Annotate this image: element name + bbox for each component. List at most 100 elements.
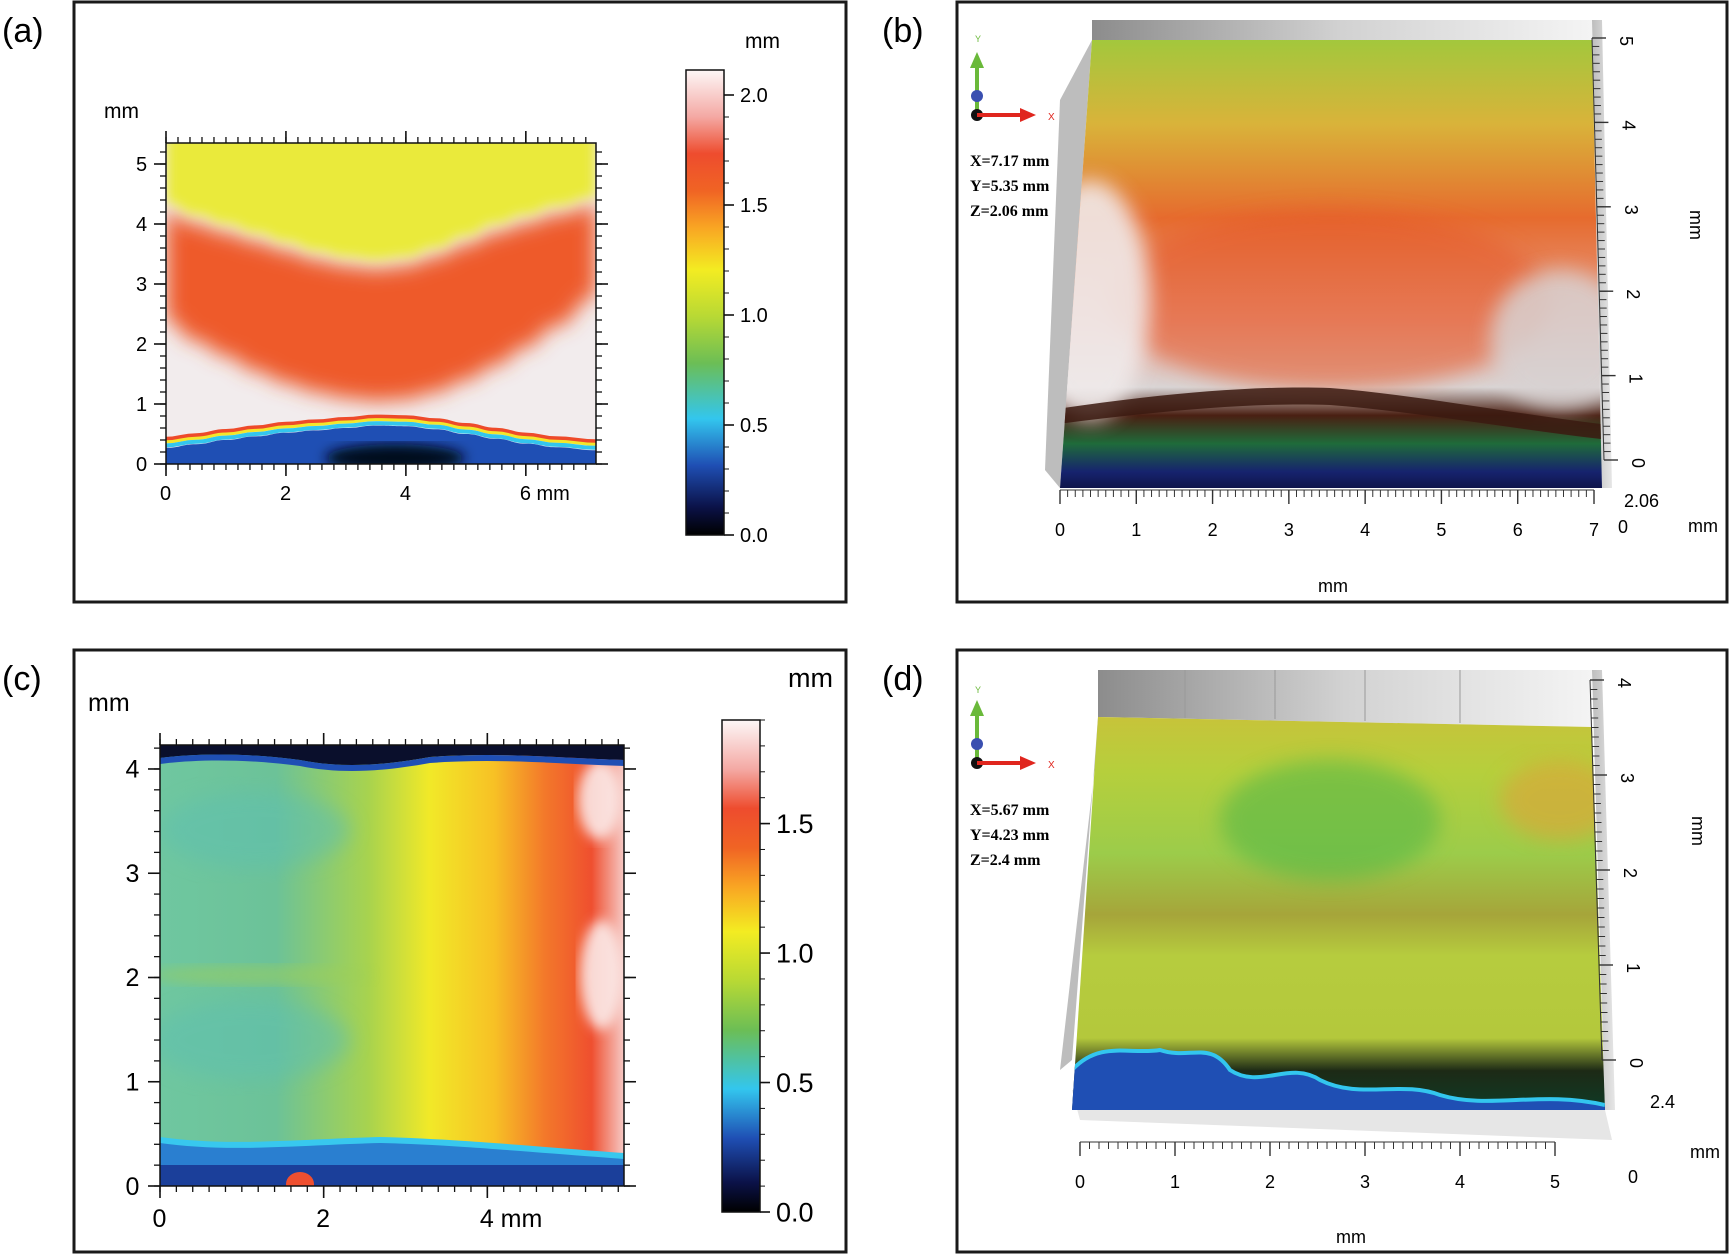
y-tick-label: 1 — [1623, 963, 1643, 973]
heatmap-c-cyan-patch-1 — [160, 792, 350, 868]
heatmap-a-border — [165, 142, 597, 465]
d-dim-z: Z=2.4 mm — [970, 852, 1041, 869]
d-gizmo-y-head — [970, 700, 984, 716]
x-tick-label: 6 mm — [520, 483, 570, 505]
heatmap-c-white-patch-2 — [580, 920, 624, 1030]
colorbar-tick-label: 1.0 — [776, 939, 814, 969]
axes-a: 0 2 4 6 mm 0 1 2 3 4 5 — [136, 131, 608, 505]
d-z-min-label: 0 — [1628, 1167, 1638, 1187]
colorbar-tick-label: 2.0 — [740, 85, 768, 107]
heatmap-c-top-blue-edge — [160, 754, 624, 772]
panel-label-b: (b) — [882, 12, 924, 50]
heatmap-c-top-dark-edge — [160, 745, 624, 766]
y-tick-label: 3 — [136, 274, 147, 296]
heatmap-a-ridge-red — [166, 414, 596, 444]
x-tick-label: 6 — [1513, 520, 1523, 540]
d-wavy-blue-edge — [1072, 1050, 1605, 1110]
d-gizmo-z-dot — [971, 738, 983, 750]
d-orange-patch — [1500, 760, 1605, 840]
panel-c-frame — [72, 648, 848, 1254]
colorbar-a — [685, 69, 725, 536]
d-gizmo-x-letter: X — [1048, 760, 1055, 771]
c-y-unit-label: mm — [88, 689, 130, 717]
d-axis-gizmo: Y X — [970, 685, 1055, 771]
heatmap-a-yellow-top — [166, 143, 596, 260]
x-tick-label: 0 — [160, 483, 171, 505]
y-tick-label: 4 — [136, 214, 147, 236]
colorbar-tick-label: 0.5 — [740, 415, 768, 437]
y-tick-label: 5 — [1616, 36, 1636, 46]
x-tick-label: 2 — [280, 483, 291, 505]
b-gizmo-z-dot — [971, 90, 983, 102]
y-tick-label: 5 — [136, 154, 147, 176]
x-tick-label: 4 — [1360, 520, 1370, 540]
heatmap-a — [166, 143, 596, 464]
y-tick-label: 1 — [1626, 374, 1646, 384]
b-right-wall — [1592, 20, 1612, 488]
b-white-right — [1490, 270, 1602, 410]
b-z-min-label: 0 — [1618, 517, 1628, 537]
d-dim-y: Y=4.23 mm — [970, 827, 1050, 844]
colorbar-a-unit: mm — [745, 30, 780, 53]
y-tick-label: 1 — [126, 1068, 140, 1096]
colorbar-tick-label: 0.5 — [776, 1068, 814, 1098]
x-tick-label: 0 — [1075, 1172, 1085, 1192]
colorbar-c — [721, 719, 761, 1213]
x-tick-label: 0 — [153, 1205, 167, 1233]
b-gizmo-y-head — [970, 52, 984, 68]
heatmap-c-red-spot — [286, 1172, 314, 1186]
heatmap-c-bottom-deep-blue — [160, 1165, 624, 1186]
b-back-wall — [1092, 20, 1592, 40]
x-tick-label: 3 — [1284, 520, 1294, 540]
b-x-unit-label: mm — [1318, 576, 1348, 596]
b-dim-x: X=7.17 mm — [970, 153, 1050, 170]
x-tick-label: 4 — [400, 483, 411, 505]
panel-a: 0 2 4 6 mm 0 1 2 3 4 5 mm 0.0 0.5 1.0 1.5 2.0 mm — [104, 30, 780, 547]
b-z-max-label: 2.06 — [1624, 491, 1659, 511]
b-dim-z: Z=2.06 mm — [970, 203, 1049, 220]
d-back-grid — [1184, 670, 1461, 723]
heatmap-c-white-patch-1 — [578, 760, 622, 840]
axes-d: 0 1 2 3 4 5 0 1 2 3 4 — [1075, 678, 1646, 1192]
x-tick-label: 5 — [1436, 520, 1446, 540]
x-tick-label: 0 — [1055, 520, 1065, 540]
b-gizmo-x-letter: X — [1048, 112, 1055, 123]
heatmap-a-ridge-yellow — [166, 418, 596, 446]
d-y-unit-label: mm — [1688, 816, 1708, 846]
panel-b-frame — [955, 0, 1729, 604]
b-y-unit-label: mm — [1686, 210, 1706, 240]
y-tick-label: 0 — [1626, 1058, 1646, 1068]
d-z-unit-label: mm — [1690, 1142, 1720, 1162]
colorbar-tick-label: 1.0 — [740, 305, 768, 327]
b-dim-y: Y=5.35 mm — [970, 178, 1050, 195]
b-orange-patch — [1110, 210, 1550, 390]
b-gizmo-x-head — [1020, 108, 1036, 122]
panel-label-a: (a) — [2, 12, 44, 50]
b-surface — [1060, 40, 1602, 488]
panel-d-frame — [955, 648, 1729, 1254]
y-tick-label: 0 — [136, 454, 147, 476]
d-gizmo-x-head — [1020, 756, 1036, 770]
y-tick-label: 2 — [1623, 289, 1643, 299]
y-tick-label: 3 — [1617, 773, 1637, 783]
y-tick-label: 2 — [1620, 868, 1640, 878]
heatmap-c-green-streak — [160, 965, 370, 985]
y-tick-label: 0 — [126, 1173, 140, 1201]
colorbar-c-axis: 0.0 0.5 1.0 1.5 — [760, 719, 814, 1227]
x-tick-label: 2 — [316, 1205, 330, 1233]
x-tick-label: 4 — [1455, 1172, 1465, 1192]
x-tick-label: 7 — [1589, 520, 1599, 540]
colorbar-c-unit: mm — [788, 663, 833, 693]
b-z-unit-label: mm — [1688, 516, 1718, 536]
y-tick-label: 0 — [1628, 458, 1648, 468]
d-z-max-label: 2.4 — [1650, 1092, 1675, 1112]
heatmap-a-orange-band — [166, 206, 596, 401]
heatmap-a-ridge-cyan — [166, 421, 596, 450]
heatmap-a-dark-spot — [325, 444, 465, 464]
b-white-left — [1060, 180, 1150, 420]
panel-c: 0 2 4 mm 0 1 2 3 4 mm 0.0 0.5 1.0 1.5 mm — [88, 663, 833, 1233]
y-tick-label: 3 — [126, 860, 140, 888]
y-tick-label: 3 — [1621, 205, 1641, 215]
